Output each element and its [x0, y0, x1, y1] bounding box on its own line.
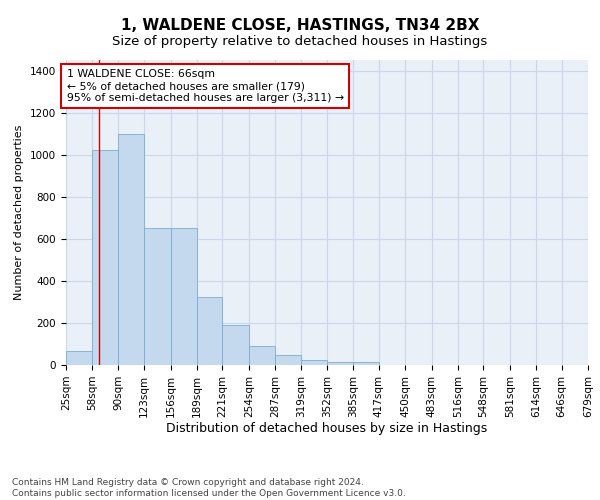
Bar	[170, 228, 197, 365]
Bar	[118, 134, 144, 365]
Bar	[275, 355, 301, 365]
Bar	[223, 325, 249, 365]
Bar	[92, 150, 118, 365]
Y-axis label: Number of detached properties: Number of detached properties	[14, 125, 25, 300]
Text: 1, WALDENE CLOSE, HASTINGS, TN34 2BX: 1, WALDENE CLOSE, HASTINGS, TN34 2BX	[121, 18, 479, 32]
Bar	[353, 362, 379, 365]
Bar	[301, 360, 327, 365]
Text: 1 WALDENE CLOSE: 66sqm
← 5% of detached houses are smaller (179)
95% of semi-det: 1 WALDENE CLOSE: 66sqm ← 5% of detached …	[67, 70, 344, 102]
Bar	[197, 296, 223, 365]
Bar	[327, 362, 353, 365]
Text: Contains HM Land Registry data © Crown copyright and database right 2024.
Contai: Contains HM Land Registry data © Crown c…	[12, 478, 406, 498]
Text: Size of property relative to detached houses in Hastings: Size of property relative to detached ho…	[112, 35, 488, 48]
Bar	[144, 228, 170, 365]
Bar	[249, 346, 275, 365]
Bar	[66, 352, 92, 365]
X-axis label: Distribution of detached houses by size in Hastings: Distribution of detached houses by size …	[166, 422, 488, 436]
